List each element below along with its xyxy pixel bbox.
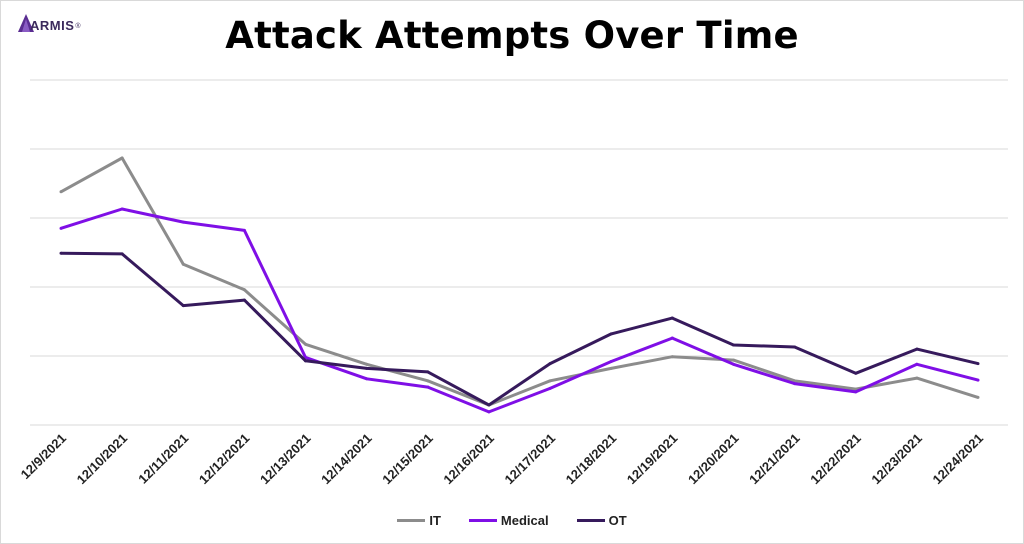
data-point-ot bbox=[426, 370, 430, 374]
data-point-it bbox=[731, 358, 735, 362]
data-point-medical bbox=[242, 228, 246, 232]
data-point-medical bbox=[670, 336, 674, 340]
x-tick-label: 12/10/2021 bbox=[74, 431, 131, 488]
data-point-it bbox=[976, 395, 980, 399]
data-point-ot bbox=[731, 343, 735, 347]
x-tick-label: 12/21/2021 bbox=[746, 431, 803, 488]
legend-swatch bbox=[397, 519, 426, 522]
data-point-medical bbox=[548, 386, 552, 390]
x-tick-label: 12/11/2021 bbox=[135, 431, 191, 487]
data-point-ot bbox=[976, 362, 980, 366]
x-tick-label: 12/13/2021 bbox=[257, 431, 314, 488]
x-tick-label: 12/22/2021 bbox=[807, 431, 864, 488]
armis-logo-icon bbox=[18, 14, 34, 32]
legend-item-medical: Medical bbox=[468, 513, 549, 528]
logo-text: ARMIS bbox=[30, 18, 75, 33]
data-point-it bbox=[915, 376, 919, 380]
data-point-ot bbox=[670, 316, 674, 320]
data-point-it bbox=[120, 156, 124, 160]
data-point-it bbox=[426, 379, 430, 383]
data-point-it bbox=[548, 379, 552, 383]
x-tick-label: 12/18/2021 bbox=[563, 431, 620, 488]
data-point-ot bbox=[548, 362, 552, 366]
data-point-ot bbox=[365, 366, 369, 370]
data-point-ot bbox=[487, 403, 491, 407]
x-tick-label: 12/23/2021 bbox=[868, 431, 925, 488]
x-tick-label: 12/17/2021 bbox=[502, 431, 559, 488]
data-point-medical bbox=[487, 410, 491, 414]
logo-registered-mark: ® bbox=[75, 23, 81, 30]
data-point-medical bbox=[915, 362, 919, 366]
data-point-ot bbox=[854, 371, 858, 375]
x-tick-label: 12/19/2021 bbox=[624, 431, 681, 488]
data-point-it bbox=[242, 288, 246, 292]
legend-swatch bbox=[468, 519, 497, 522]
data-point-medical bbox=[976, 378, 980, 382]
data-point-it bbox=[304, 342, 308, 346]
legend-item-it: IT bbox=[397, 513, 441, 528]
legend-item-ot: OT bbox=[576, 513, 627, 528]
data-point-it bbox=[181, 262, 185, 266]
legend-label: OT bbox=[608, 513, 627, 528]
data-point-ot bbox=[181, 304, 185, 308]
data-point-medical bbox=[181, 220, 185, 224]
legend-label: IT bbox=[429, 513, 441, 528]
data-point-medical bbox=[426, 385, 430, 389]
data-point-medical bbox=[609, 360, 613, 364]
data-point-medical bbox=[731, 362, 735, 366]
data-point-ot bbox=[793, 345, 797, 349]
series-line-ot bbox=[60, 251, 979, 407]
data-point-ot bbox=[915, 347, 919, 351]
x-tick-label: 12/20/2021 bbox=[685, 431, 742, 488]
chart-title: Attack Attempts Over Time bbox=[225, 14, 799, 57]
series-line-it bbox=[60, 156, 979, 407]
x-tick-label: 12/12/2021 bbox=[196, 431, 253, 488]
x-tick-label: 12/16/2021 bbox=[440, 431, 497, 488]
x-tick-label: 12/24/2021 bbox=[929, 431, 986, 488]
data-point-ot bbox=[304, 359, 308, 363]
data-point-ot bbox=[120, 252, 124, 256]
data-point-it bbox=[793, 379, 797, 383]
data-point-ot bbox=[609, 332, 613, 336]
x-tick-label: 12/14/2021 bbox=[318, 431, 375, 488]
data-point-medical bbox=[793, 382, 797, 386]
data-point-ot bbox=[59, 251, 63, 255]
data-point-ot bbox=[242, 298, 246, 302]
legend-label: Medical bbox=[500, 513, 549, 528]
data-point-it bbox=[609, 366, 613, 370]
data-point-it bbox=[59, 190, 63, 194]
x-tick-label: 12/9/2021 bbox=[18, 431, 70, 483]
legend-swatch bbox=[576, 519, 605, 522]
series-line-medical bbox=[60, 207, 979, 414]
data-point-it bbox=[365, 362, 369, 366]
x-tick-label: 12/15/2021 bbox=[379, 431, 436, 488]
chart-legend: IT Medical OT bbox=[0, 513, 1024, 528]
armis-logo: ARMIS ® bbox=[18, 14, 81, 32]
data-point-medical bbox=[59, 226, 63, 230]
data-point-medical bbox=[120, 207, 124, 211]
data-point-it bbox=[854, 387, 858, 391]
data-point-medical bbox=[854, 390, 858, 394]
data-point-medical bbox=[365, 377, 369, 381]
data-point-it bbox=[670, 355, 674, 359]
